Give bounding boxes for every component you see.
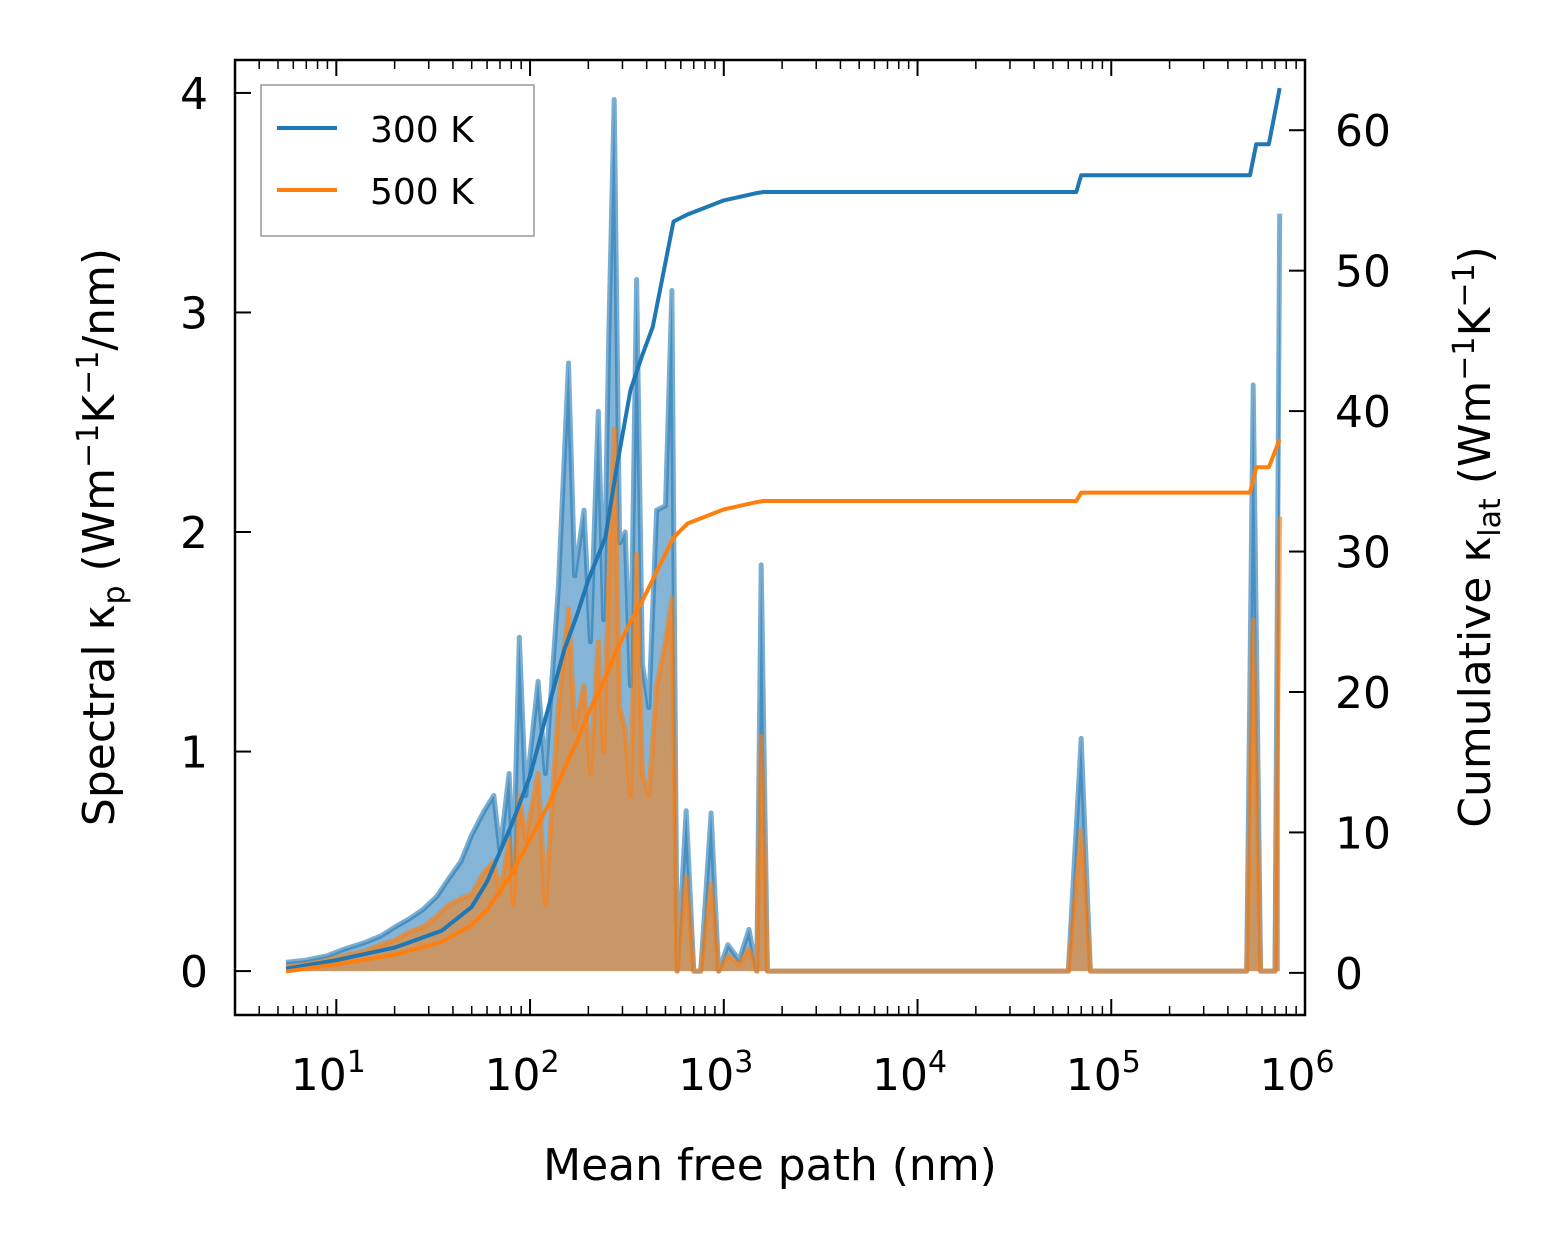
y-right-tick-label: 30 xyxy=(1335,528,1391,579)
y-right-tick-label: 20 xyxy=(1335,668,1391,719)
y-right-tick-label: 60 xyxy=(1335,106,1391,157)
x-tick-label: 106 xyxy=(1259,1045,1334,1101)
x-tick-label: 102 xyxy=(484,1045,559,1101)
y-left-tick-label: 0 xyxy=(180,947,208,998)
legend: 300 K 500 K xyxy=(260,84,535,237)
y-left-tick-label: 2 xyxy=(180,508,208,559)
y-right-tick-label: 50 xyxy=(1335,247,1391,298)
legend-label-500k: 500 K xyxy=(370,172,475,213)
y-right-tick-label: 40 xyxy=(1335,387,1391,438)
y-right-tick-label: 0 xyxy=(1335,949,1363,1000)
x-axis-label: Mean free path (nm) xyxy=(543,1140,997,1191)
cumulative-line-300k xyxy=(285,87,1282,971)
y-left-tick-label: 4 xyxy=(180,69,208,120)
legend-box xyxy=(260,84,535,237)
x-tick-label: 105 xyxy=(1066,1045,1141,1101)
y-left-tick-label: 3 xyxy=(180,288,208,339)
legend-label-300k: 300 K xyxy=(370,110,475,151)
x-tick-label: 103 xyxy=(678,1045,753,1101)
y-right-tick-label: 10 xyxy=(1335,808,1391,859)
y-axis-right-label: Cumulative κlat (Wm−1K−1) xyxy=(1447,246,1508,828)
spectral-fill-500k xyxy=(286,428,1280,972)
y-axis-left-label: Spectral κp (Wm−1K−1/nm) xyxy=(71,248,132,826)
x-tick-label: 101 xyxy=(291,1045,366,1101)
cumulative-line-500k xyxy=(285,438,1282,974)
plot-frame xyxy=(233,58,1307,1017)
data-lines xyxy=(285,87,1282,974)
spectral-line-500k xyxy=(285,426,1283,974)
y-left-tick-label: 1 xyxy=(180,728,208,779)
x-tick-label: 104 xyxy=(872,1045,947,1101)
